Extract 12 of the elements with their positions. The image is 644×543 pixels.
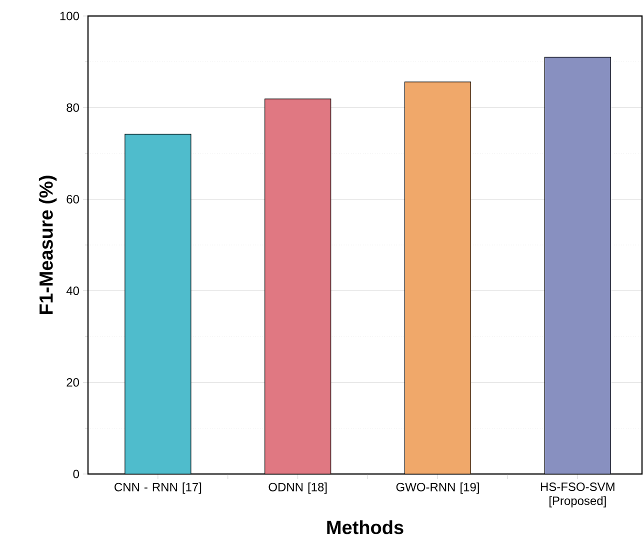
x-tick-label: GWO-RNN [19] [396, 482, 479, 494]
y-tick-label: 20 [66, 378, 80, 387]
x-tick-label: CNN - RNN [17] [114, 482, 202, 494]
y-axis-title: F1-Measure (%) [38, 176, 57, 314]
x-axis-title: Methods [327, 520, 404, 534]
y-tick-label: 100 [60, 12, 80, 20]
y-tick-label: 80 [66, 103, 80, 112]
x-tick-label: HS-FSO-SVM [Proposed] [540, 482, 614, 508]
y-tick-label: 0 [73, 470, 80, 478]
y-tick-label: 40 [66, 286, 80, 296]
y-tick-label: 60 [66, 194, 80, 204]
x-tick-label: ODNN [18] [268, 482, 327, 494]
